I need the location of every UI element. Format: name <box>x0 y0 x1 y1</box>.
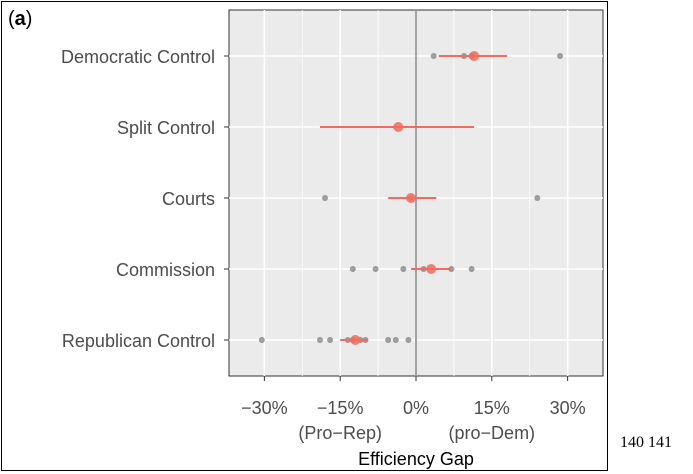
data-point-republican-control <box>316 337 323 343</box>
page-numbers: 140 141 <box>620 434 672 451</box>
estimate-courts <box>405 193 416 203</box>
data-point-commission <box>468 266 475 272</box>
x-annotation: (Pro−Rep) <box>298 423 382 443</box>
efficiency-gap-chart: Democratic Control Split Control Courts Com… <box>8 8 604 469</box>
data-point-republican-control <box>327 337 334 343</box>
x-tick-label: −15% <box>317 398 364 418</box>
figure-frame <box>1 1 608 471</box>
data-point-republican-control <box>405 337 412 343</box>
data-point-republican-control <box>385 337 392 343</box>
category-label-commission: Commission <box>116 260 215 280</box>
data-point-democratic-control <box>430 53 437 59</box>
x-annotation: (pro−Dem) <box>449 423 536 443</box>
data-point-courts <box>322 195 329 201</box>
estimate-republican-control <box>350 335 361 345</box>
data-point-commission <box>400 266 407 272</box>
category-label-split-control: Split Control <box>117 118 215 138</box>
category-labels: Democratic Control Split Control Courts Com… <box>61 47 229 351</box>
x-tick-label: 15% <box>474 398 510 418</box>
estimate-layer <box>319 51 507 345</box>
panel-label-letter: a <box>15 8 27 30</box>
category-label-courts: Courts <box>162 189 215 209</box>
x-tick-label: −30% <box>241 398 288 418</box>
panel-label: (a) <box>8 8 32 30</box>
tick-labels: −30% −15% 0% 15% 30% <box>241 376 586 418</box>
data-point-republican-control <box>258 337 265 343</box>
estimate-democratic-control <box>469 51 480 61</box>
data-point-democratic-control <box>557 53 564 59</box>
data-point-commission <box>349 266 356 272</box>
data-point-republican-control <box>392 337 399 343</box>
estimate-split-control <box>393 122 404 132</box>
category-label-republican-control: Republican Control <box>62 331 215 351</box>
data-point-courts <box>534 195 541 201</box>
category-label-democratic-control: Democratic Control <box>61 47 215 67</box>
x-tick-label: 30% <box>550 398 586 418</box>
data-point-commission <box>372 266 379 272</box>
x-axis-label: Efficiency Gap <box>358 449 474 469</box>
x-tick-label: 0% <box>403 398 429 418</box>
x-annotations: (Pro−Rep) (pro−Dem) <box>298 423 535 443</box>
estimate-commission <box>426 264 437 274</box>
